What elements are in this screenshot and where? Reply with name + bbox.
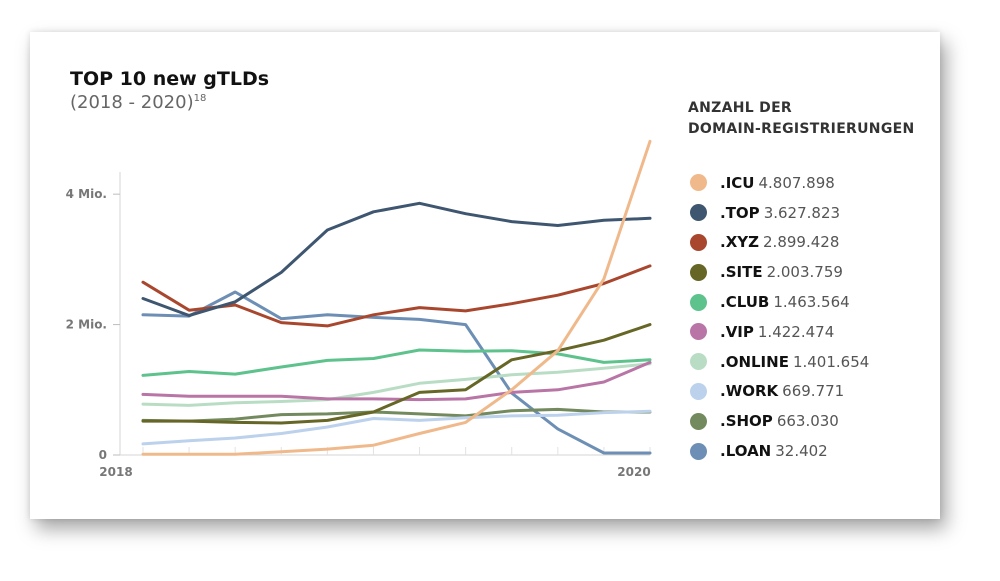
y-tick-label: 2 Mio. — [66, 318, 107, 332]
series-line-top — [141, 201, 652, 317]
legend-item-online: .ONLINE 1.401.654 — [690, 347, 869, 377]
legend-value: 1.401.654 — [792, 352, 870, 371]
legend-swatch — [690, 382, 707, 400]
legend-swatch — [690, 174, 707, 192]
series-line-work — [141, 409, 652, 446]
legend-swatch — [690, 204, 707, 222]
legend-label: .ICU — [720, 173, 755, 192]
legend: .ICU 4.807.898 .TOP 3.627.823 .XYZ 2.899.428.… — [690, 168, 869, 466]
chart-card: TOP 10 new gTLDs (2018 - 2020)18 0 2 Mio.… — [30, 32, 940, 519]
legend-item-icu: .ICU 4.807.898 — [690, 168, 869, 198]
legend-heading: ANZAHL DER DOMAIN-REGISTRIERUNGEN — [688, 98, 915, 140]
legend-label: .WORK — [720, 382, 779, 401]
legend-label: .TOP — [720, 203, 760, 222]
chart-axes: 0 2 Mio. 4 Mio. 2018 2020 — [66, 172, 651, 479]
series-line-loan — [141, 290, 652, 455]
y-tick-label: 0 — [99, 448, 107, 462]
chart-subtitle: (2018 - 2020)18 — [70, 92, 206, 113]
series-line-icu — [141, 139, 652, 456]
legend-value: 3.627.823 — [763, 203, 841, 222]
series-line-vip — [141, 360, 652, 402]
legend-swatch — [690, 233, 707, 251]
legend-item-top: .TOP 3.627.823 — [690, 198, 869, 228]
legend-value: 32.402 — [775, 442, 828, 461]
legend-item-loan: .LOAN 32.402 — [690, 436, 869, 466]
chart-subtitle-text: (2018 - 2020) — [70, 92, 194, 113]
legend-value: 2.003.759 — [766, 263, 843, 282]
series-line-xyz — [141, 264, 652, 328]
legend-item-vip: .VIP 1.422.474 — [690, 317, 869, 347]
series-line-club — [141, 348, 652, 377]
legend-item-shop: .SHOP 663.030 — [690, 406, 869, 436]
legend-heading-line1: ANZAHL DER — [688, 100, 793, 116]
legend-label: .SITE — [720, 263, 763, 282]
footnote-marker: 18 — [193, 93, 207, 104]
legend-swatch — [690, 323, 707, 341]
legend-item-work: .WORK 669.771 — [690, 377, 869, 407]
y-tick-label: 4 Mio. — [66, 187, 107, 201]
legend-label: .SHOP — [720, 412, 773, 431]
legend-swatch — [690, 442, 707, 460]
legend-item-site: .SITE 2.003.759 — [690, 257, 869, 287]
x-label-end: 2020 — [617, 465, 650, 479]
legend-value: 1.463.564 — [773, 293, 850, 312]
legend-label: .VIP — [720, 322, 754, 341]
legend-swatch — [690, 353, 707, 371]
legend-swatch — [690, 263, 707, 281]
legend-label: .XYZ — [720, 233, 760, 252]
legend-value: 2.899.428 — [763, 233, 840, 252]
legend-item-xyz: .XYZ 2.899.428 — [690, 228, 869, 258]
legend-label: .LOAN — [720, 442, 772, 461]
series-line-shop — [141, 407, 652, 423]
chart-title: TOP 10 new gTLDs — [70, 68, 270, 90]
legend-swatch — [690, 412, 707, 430]
legend-label: .CLUB — [720, 293, 770, 312]
series-line-online — [141, 362, 652, 407]
legend-swatch — [690, 293, 707, 311]
legend-value: 1.422.474 — [757, 322, 835, 341]
legend-value: 663.030 — [776, 412, 839, 431]
chart-lines — [141, 139, 652, 456]
legend-heading-line2: DOMAIN-REGISTRIERUNGEN — [688, 121, 915, 137]
line-chart: 0 2 Mio. 4 Mio. 2018 2020 — [66, 139, 652, 479]
legend-value: 4.807.898 — [758, 173, 835, 192]
legend-label: .ONLINE — [720, 352, 789, 371]
legend-item-club: .CLUB 1.463.564 — [690, 287, 869, 317]
x-label-start: 2018 — [99, 465, 132, 479]
series-line-site — [141, 323, 652, 425]
legend-value: 669.771 — [782, 382, 845, 401]
